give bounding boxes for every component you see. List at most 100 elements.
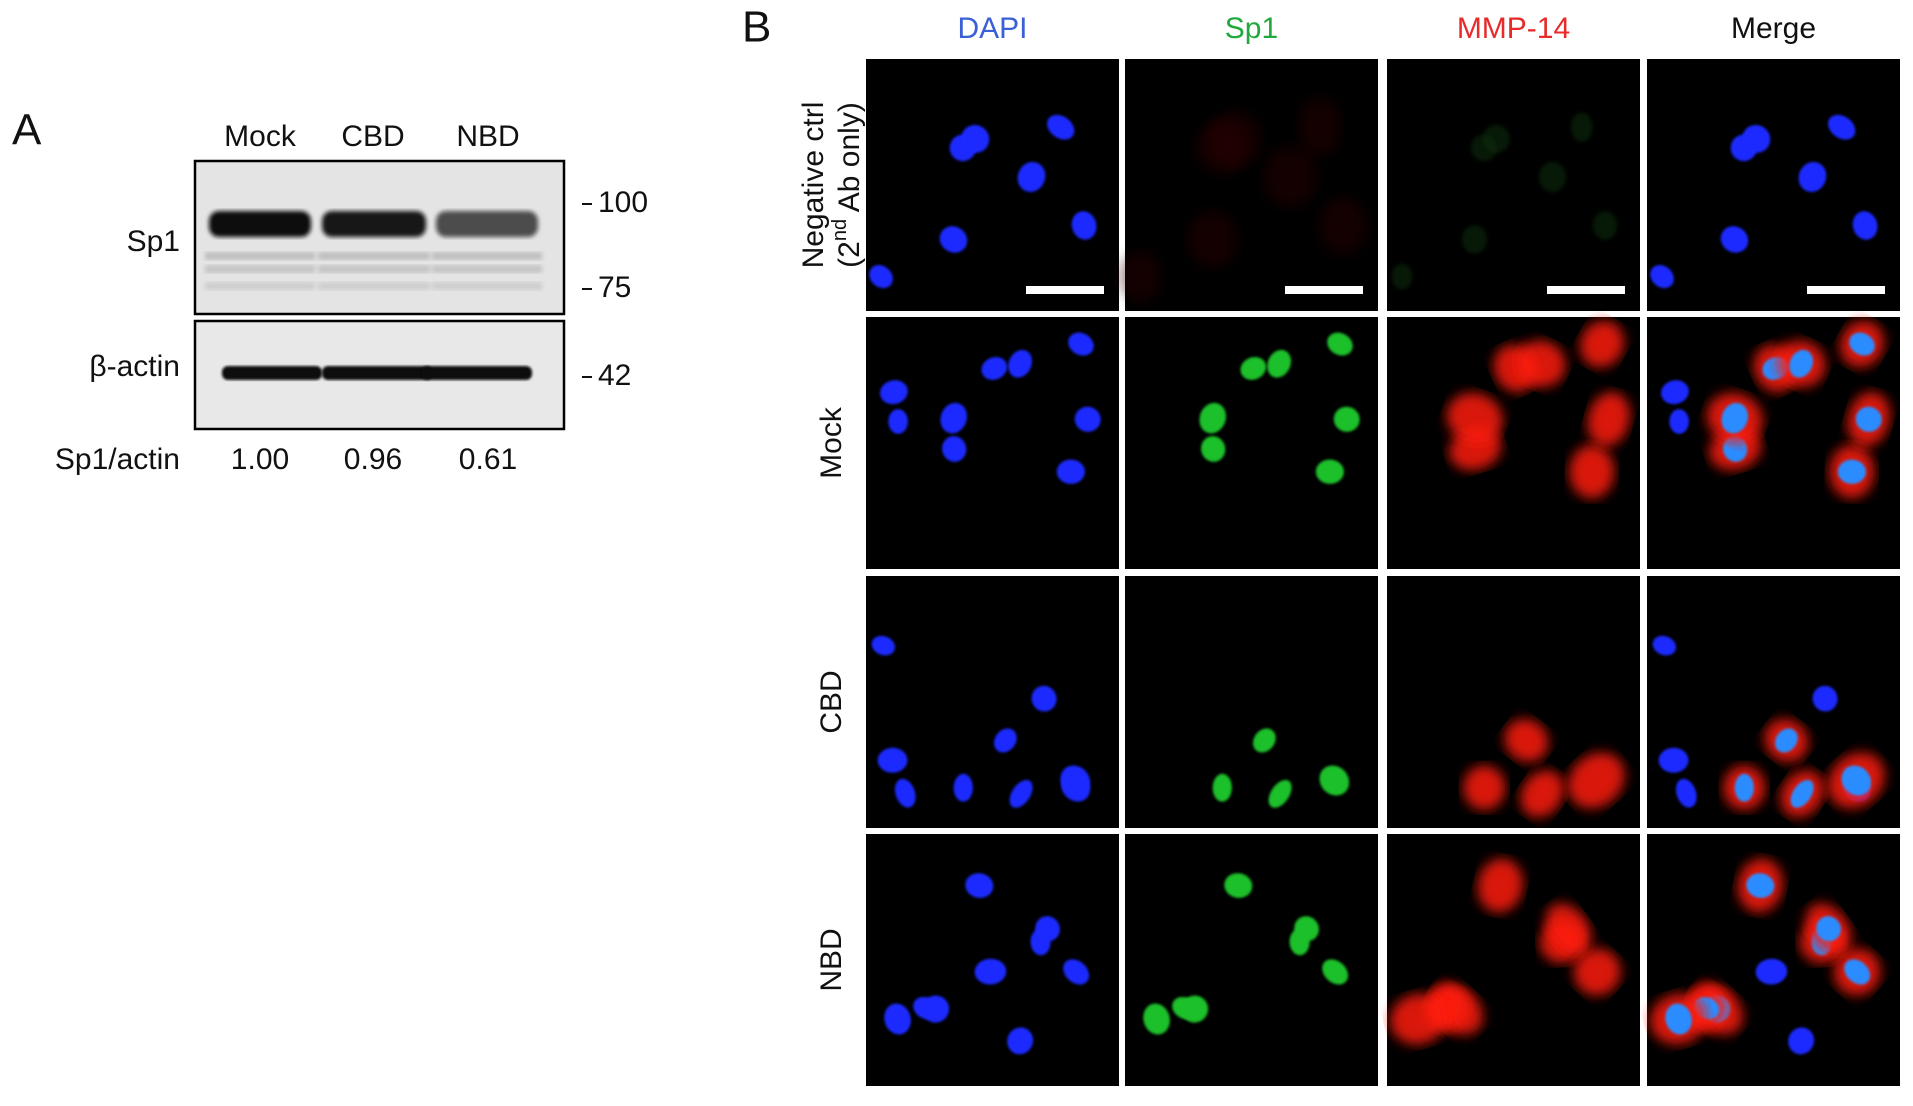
nucleus xyxy=(1720,226,1749,253)
background xyxy=(1538,161,1567,193)
background xyxy=(1318,196,1368,255)
marker-label: 42 xyxy=(598,359,631,392)
nucleus xyxy=(1790,779,1814,808)
faint-band xyxy=(318,282,430,290)
background xyxy=(1119,250,1161,303)
marker-label: 75 xyxy=(598,271,631,304)
nucleus xyxy=(942,436,967,462)
cells xyxy=(1652,635,1885,818)
nucleus xyxy=(1063,959,1090,985)
cytoplasm xyxy=(1579,320,1624,368)
nucleus xyxy=(1322,959,1349,985)
faint-band xyxy=(318,265,430,273)
nucleus xyxy=(1319,765,1350,796)
nucleus xyxy=(1009,779,1033,808)
column-header: MMP-14 xyxy=(1457,12,1570,45)
micrograph xyxy=(866,59,1119,311)
background xyxy=(1570,112,1593,143)
nucleus xyxy=(877,747,908,773)
cytoplasm xyxy=(1520,770,1564,818)
nucleus xyxy=(1652,635,1677,656)
nucleus xyxy=(1068,332,1094,356)
nucleus xyxy=(1669,409,1689,434)
scale-bar xyxy=(1807,286,1885,294)
nucleus xyxy=(1201,436,1226,462)
row-label: CBD xyxy=(815,670,848,733)
band xyxy=(422,366,532,380)
lane xyxy=(432,211,542,290)
nucleus xyxy=(1855,406,1882,432)
nucleus xyxy=(1844,959,1871,985)
background xyxy=(1186,211,1238,268)
nucleus xyxy=(1849,332,1875,356)
micrograph xyxy=(1387,59,1640,311)
cytoplasm xyxy=(1545,903,1592,955)
row-label: (2nd Ab only) xyxy=(829,102,866,268)
marker-label: 100 xyxy=(598,186,648,219)
nucleus xyxy=(1746,873,1775,898)
nucleus xyxy=(913,996,939,1020)
cytoplasm xyxy=(1477,858,1523,913)
scale-bar xyxy=(1026,286,1104,294)
cells xyxy=(1649,858,1881,1055)
nucleus xyxy=(1333,406,1360,432)
lane xyxy=(205,211,315,290)
nucleus xyxy=(1017,161,1046,192)
ratio-value: 1.00 xyxy=(231,443,289,476)
lane-label: NBD xyxy=(456,120,519,153)
cytoplasm xyxy=(1389,993,1448,1045)
cytoplasm xyxy=(1587,392,1631,447)
nucleus xyxy=(1267,349,1292,378)
cytoplasm xyxy=(1516,340,1566,388)
nucleus xyxy=(1660,380,1689,405)
background xyxy=(1391,263,1413,290)
lane xyxy=(318,211,430,290)
cells xyxy=(871,635,1091,808)
panel-label: B xyxy=(742,3,771,52)
nucleus xyxy=(1035,916,1060,942)
cells xyxy=(1119,97,1368,303)
nucleus xyxy=(1789,349,1814,378)
nucleus xyxy=(1734,773,1754,802)
nucleus xyxy=(1828,114,1856,140)
ratio-value: 0.61 xyxy=(459,443,517,476)
cells xyxy=(1391,112,1625,294)
ratio-value: 0.96 xyxy=(344,443,402,476)
row-label: Negative ctrl xyxy=(797,102,830,269)
scale-bar xyxy=(1547,286,1625,294)
nucleus xyxy=(940,402,968,434)
cells xyxy=(1446,320,1631,499)
band xyxy=(209,211,311,237)
cells xyxy=(1463,719,1625,818)
nucleus xyxy=(869,265,893,289)
nucleus xyxy=(965,873,994,898)
nucleus xyxy=(1071,211,1097,240)
nucleus xyxy=(1788,1027,1815,1055)
faint-band xyxy=(432,282,542,290)
nucleus xyxy=(1816,916,1841,942)
cells xyxy=(869,114,1104,294)
band xyxy=(436,211,538,237)
nucleus xyxy=(1253,728,1276,753)
row-label: Sp1 xyxy=(127,225,180,258)
nucleus xyxy=(1721,402,1749,434)
nucleus xyxy=(1742,124,1771,153)
faint-band xyxy=(205,252,315,260)
row-label-part: Ab only) xyxy=(833,102,866,219)
nucleus xyxy=(1056,459,1085,484)
nucleus xyxy=(939,226,968,253)
cells xyxy=(1199,332,1360,484)
nucleus xyxy=(1675,778,1697,808)
cytoplasm xyxy=(1504,719,1549,762)
cells xyxy=(879,332,1101,484)
ratio-label: Sp1/actin xyxy=(55,443,180,476)
cytoplasm xyxy=(1446,392,1503,444)
nucleus xyxy=(888,409,908,434)
nucleus xyxy=(1327,332,1353,356)
nucleus xyxy=(1060,765,1091,796)
nucleus xyxy=(981,357,1008,380)
row-label: NBD xyxy=(815,928,848,991)
cells xyxy=(1143,873,1349,1035)
row-label: β-actin xyxy=(89,350,180,383)
